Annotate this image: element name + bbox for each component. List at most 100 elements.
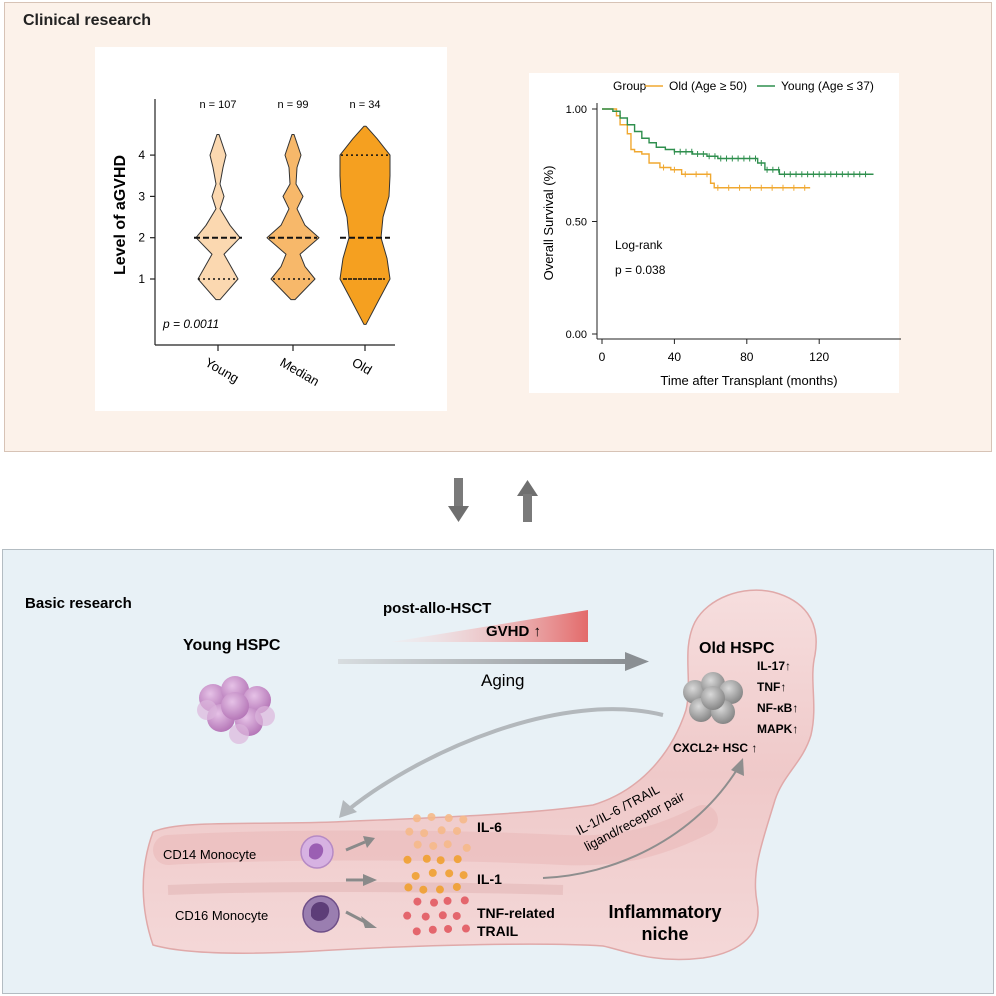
cytokine-dot	[443, 840, 452, 849]
cytokine-dot	[444, 924, 453, 933]
cytokine-dot	[404, 883, 413, 892]
up-arrow-icon	[517, 480, 538, 522]
violin-y-tick-label: 1	[138, 272, 145, 286]
clinical-research-title: Clinical research	[23, 12, 152, 29]
violin-old	[339, 125, 391, 325]
young-hspc-label: Young HSPC	[183, 637, 281, 654]
aging-label: Aging	[481, 671, 524, 690]
down-arrow-icon	[448, 478, 469, 522]
cytokine-dot	[422, 854, 431, 863]
survival-y-tick-label: 1.00	[566, 104, 587, 116]
survival-y-axis-label: Overall Survival (%)	[541, 166, 556, 281]
ligand-arrowhead-icon	[731, 758, 744, 776]
violin-y-axis-label: Level of aGVHD	[112, 155, 129, 275]
survival-curve-young	[602, 108, 874, 175]
bone-marrow-channel	[153, 805, 718, 866]
basic-research-title: Basic research	[25, 595, 132, 612]
old-hspc-marker: NF-κB↑	[757, 701, 798, 715]
cytokine-dot	[413, 897, 422, 906]
cytokine-dot	[461, 924, 470, 933]
gvhd-label: GVHD ↑	[486, 623, 541, 640]
violin-p-value: p = 0.0011	[162, 317, 219, 331]
cd16-monocyte-icon	[302, 895, 340, 933]
young-hspc-cluster-icon	[197, 676, 275, 744]
cytokine-dot	[435, 885, 444, 894]
survival-y-tick-label: 0.00	[566, 329, 587, 341]
bone-marrow-streak	[167, 882, 564, 895]
cd14-monocyte-icon	[300, 835, 334, 869]
cytokine-dot	[403, 855, 412, 864]
cytokine-dot	[438, 911, 447, 920]
post-allo-hsct-label: post-allo-HSCT	[383, 600, 491, 617]
violin-x-tick-label: Median	[278, 355, 322, 389]
cytokine-dot	[413, 840, 422, 849]
cytokine-dot	[421, 912, 430, 921]
old-hspc-cluster-icon	[683, 672, 743, 724]
violin-x-tick-label: Old	[350, 355, 375, 378]
old-hspc-marker: IL-17↑	[757, 659, 791, 673]
clinical-research-panel: Clinical research Level of aGVHD 1 2 3 4 n …	[4, 2, 992, 452]
violin-count-label: n = 107	[199, 99, 236, 111]
cytokine-dot	[428, 925, 437, 934]
violin-count-label: n = 99	[278, 99, 309, 111]
cytokine-dot	[405, 827, 414, 836]
cytokine-dot	[462, 843, 471, 852]
cytokine-dot	[444, 814, 453, 823]
cytokine-dot	[452, 882, 461, 891]
cytokine-dot	[453, 855, 462, 864]
old-hspc-marker: MAPK↑	[757, 722, 798, 736]
legend-young-label: Young (Age ≤ 37)	[781, 79, 874, 93]
cytokine-dot	[419, 885, 428, 894]
old-hspc-marker: TNF↑	[757, 680, 786, 694]
feedback-arrowhead-icon	[339, 800, 357, 818]
cytokine-dot	[436, 856, 445, 865]
gvhd-gradient-wedge	[391, 610, 588, 642]
basic-research-panel: Basic research post-allo-HSCT GVHD ↑ Agi…	[2, 549, 994, 994]
aging-arrowhead-icon	[625, 652, 649, 671]
survival-x-tick-label: 80	[740, 350, 754, 364]
cytokine-dot	[437, 826, 446, 835]
cytokine-dot	[411, 871, 420, 880]
cytokine-dot	[443, 896, 452, 905]
il6-label: IL-6	[477, 819, 502, 835]
survival-y-tick-label: 0.50	[566, 217, 587, 229]
cytokine-dot	[403, 911, 412, 920]
survival-curve-old	[602, 108, 811, 189]
inflammatory-niche-line1: Inflammatory	[608, 902, 721, 922]
cytokine-dot	[459, 871, 468, 880]
violin-median	[266, 133, 320, 301]
cd16-monocyte-label: CD16 Monocyte	[175, 908, 268, 923]
survival-x-tick-label: 0	[599, 350, 606, 364]
cytokine-dots	[403, 812, 471, 936]
survival-x-tick-label: 40	[668, 350, 682, 364]
cytokine-dot	[420, 829, 429, 838]
survival-x-axis-label: Time after Transplant (months)	[660, 373, 837, 388]
survival-chart-svg: Group Old (Age ≥ 50) Young (Age ≤ 37) 0.…	[541, 79, 901, 388]
cytokine-dot	[427, 812, 436, 821]
cytokine-dot	[412, 814, 421, 823]
basic-research-illustration: Basic research post-allo-HSCT GVHD ↑ Agi…	[25, 589, 817, 961]
cytokine-dot	[445, 869, 454, 878]
survival-legend-title: Group	[613, 79, 647, 93]
cytokine-dot	[459, 815, 468, 824]
monocyte-arrows	[345, 836, 377, 928]
cytokine-dot	[452, 826, 461, 835]
cxcl2-hsc-label: CXCL2+ HSC ↑	[673, 741, 757, 755]
cytokine-dot	[460, 896, 469, 905]
logrank-p-value: p = 0.038	[615, 263, 666, 277]
violin-count-label: n = 34	[350, 99, 381, 111]
logrank-label: Log-rank	[615, 238, 663, 252]
violin-y-tick-label: 3	[138, 189, 145, 203]
cytokine-dot	[430, 898, 439, 907]
survival-x-tick-label: 120	[809, 350, 829, 364]
survival-chart: Group Old (Age ≥ 50) Young (Age ≤ 37) 0.…	[529, 73, 901, 393]
il1-label: IL-1	[477, 871, 502, 887]
legend-old-label: Old (Age ≥ 50)	[669, 79, 747, 93]
trail-label-line2: TRAIL	[477, 923, 519, 939]
violin-y-tick-label: 4	[138, 148, 145, 162]
trail-label-line1: TNF-related	[477, 905, 555, 921]
old-hspc-label: Old HSPC	[699, 640, 775, 657]
violin-young	[195, 133, 241, 301]
